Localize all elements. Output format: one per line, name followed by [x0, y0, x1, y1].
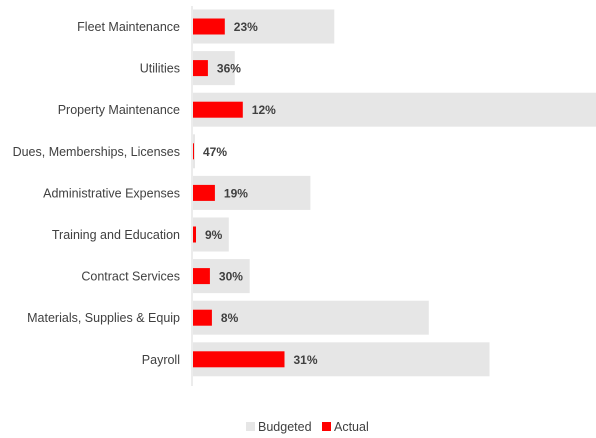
data-label: 19%: [224, 186, 248, 200]
data-label: 8%: [221, 311, 239, 325]
actual-bar: [193, 143, 194, 159]
data-label: 47%: [203, 145, 227, 159]
actual-bar: [193, 351, 285, 367]
legend-swatch: [246, 422, 255, 431]
category-label: Administrative Expenses: [43, 186, 180, 200]
category-label: Training and Education: [52, 228, 180, 242]
actual-bar: [193, 19, 225, 35]
actual-bar: [193, 227, 196, 243]
data-label: 36%: [217, 62, 241, 76]
actual-bar: [193, 268, 210, 284]
category-label: Utilities: [140, 62, 180, 76]
category-label: Dues, Memberships, Licenses: [13, 145, 180, 159]
category-label: Fleet Maintenance: [77, 20, 180, 34]
legend-label: Actual: [334, 420, 369, 434]
bars-group: Fleet Maintenance 23% Utilities 36% Property…: [13, 10, 596, 377]
data-label: 31%: [294, 353, 318, 367]
category-label: Materials, Supplies & Equip: [27, 311, 180, 325]
data-label: 9%: [205, 228, 223, 242]
legend-label: Budgeted: [258, 420, 312, 434]
actual-bar: [193, 185, 215, 201]
actual-bar: [193, 60, 208, 76]
category-label: Property Maintenance: [58, 103, 180, 117]
data-label: 23%: [234, 20, 258, 34]
actual-bar: [193, 310, 212, 326]
category-label: Payroll: [142, 353, 180, 367]
legend-swatch: [322, 422, 331, 431]
data-label: 12%: [252, 103, 276, 117]
data-label: 30%: [219, 270, 243, 284]
actual-bar: [193, 102, 243, 118]
legend: Budgeted Actual: [246, 420, 369, 434]
category-label: Contract Services: [81, 270, 180, 284]
